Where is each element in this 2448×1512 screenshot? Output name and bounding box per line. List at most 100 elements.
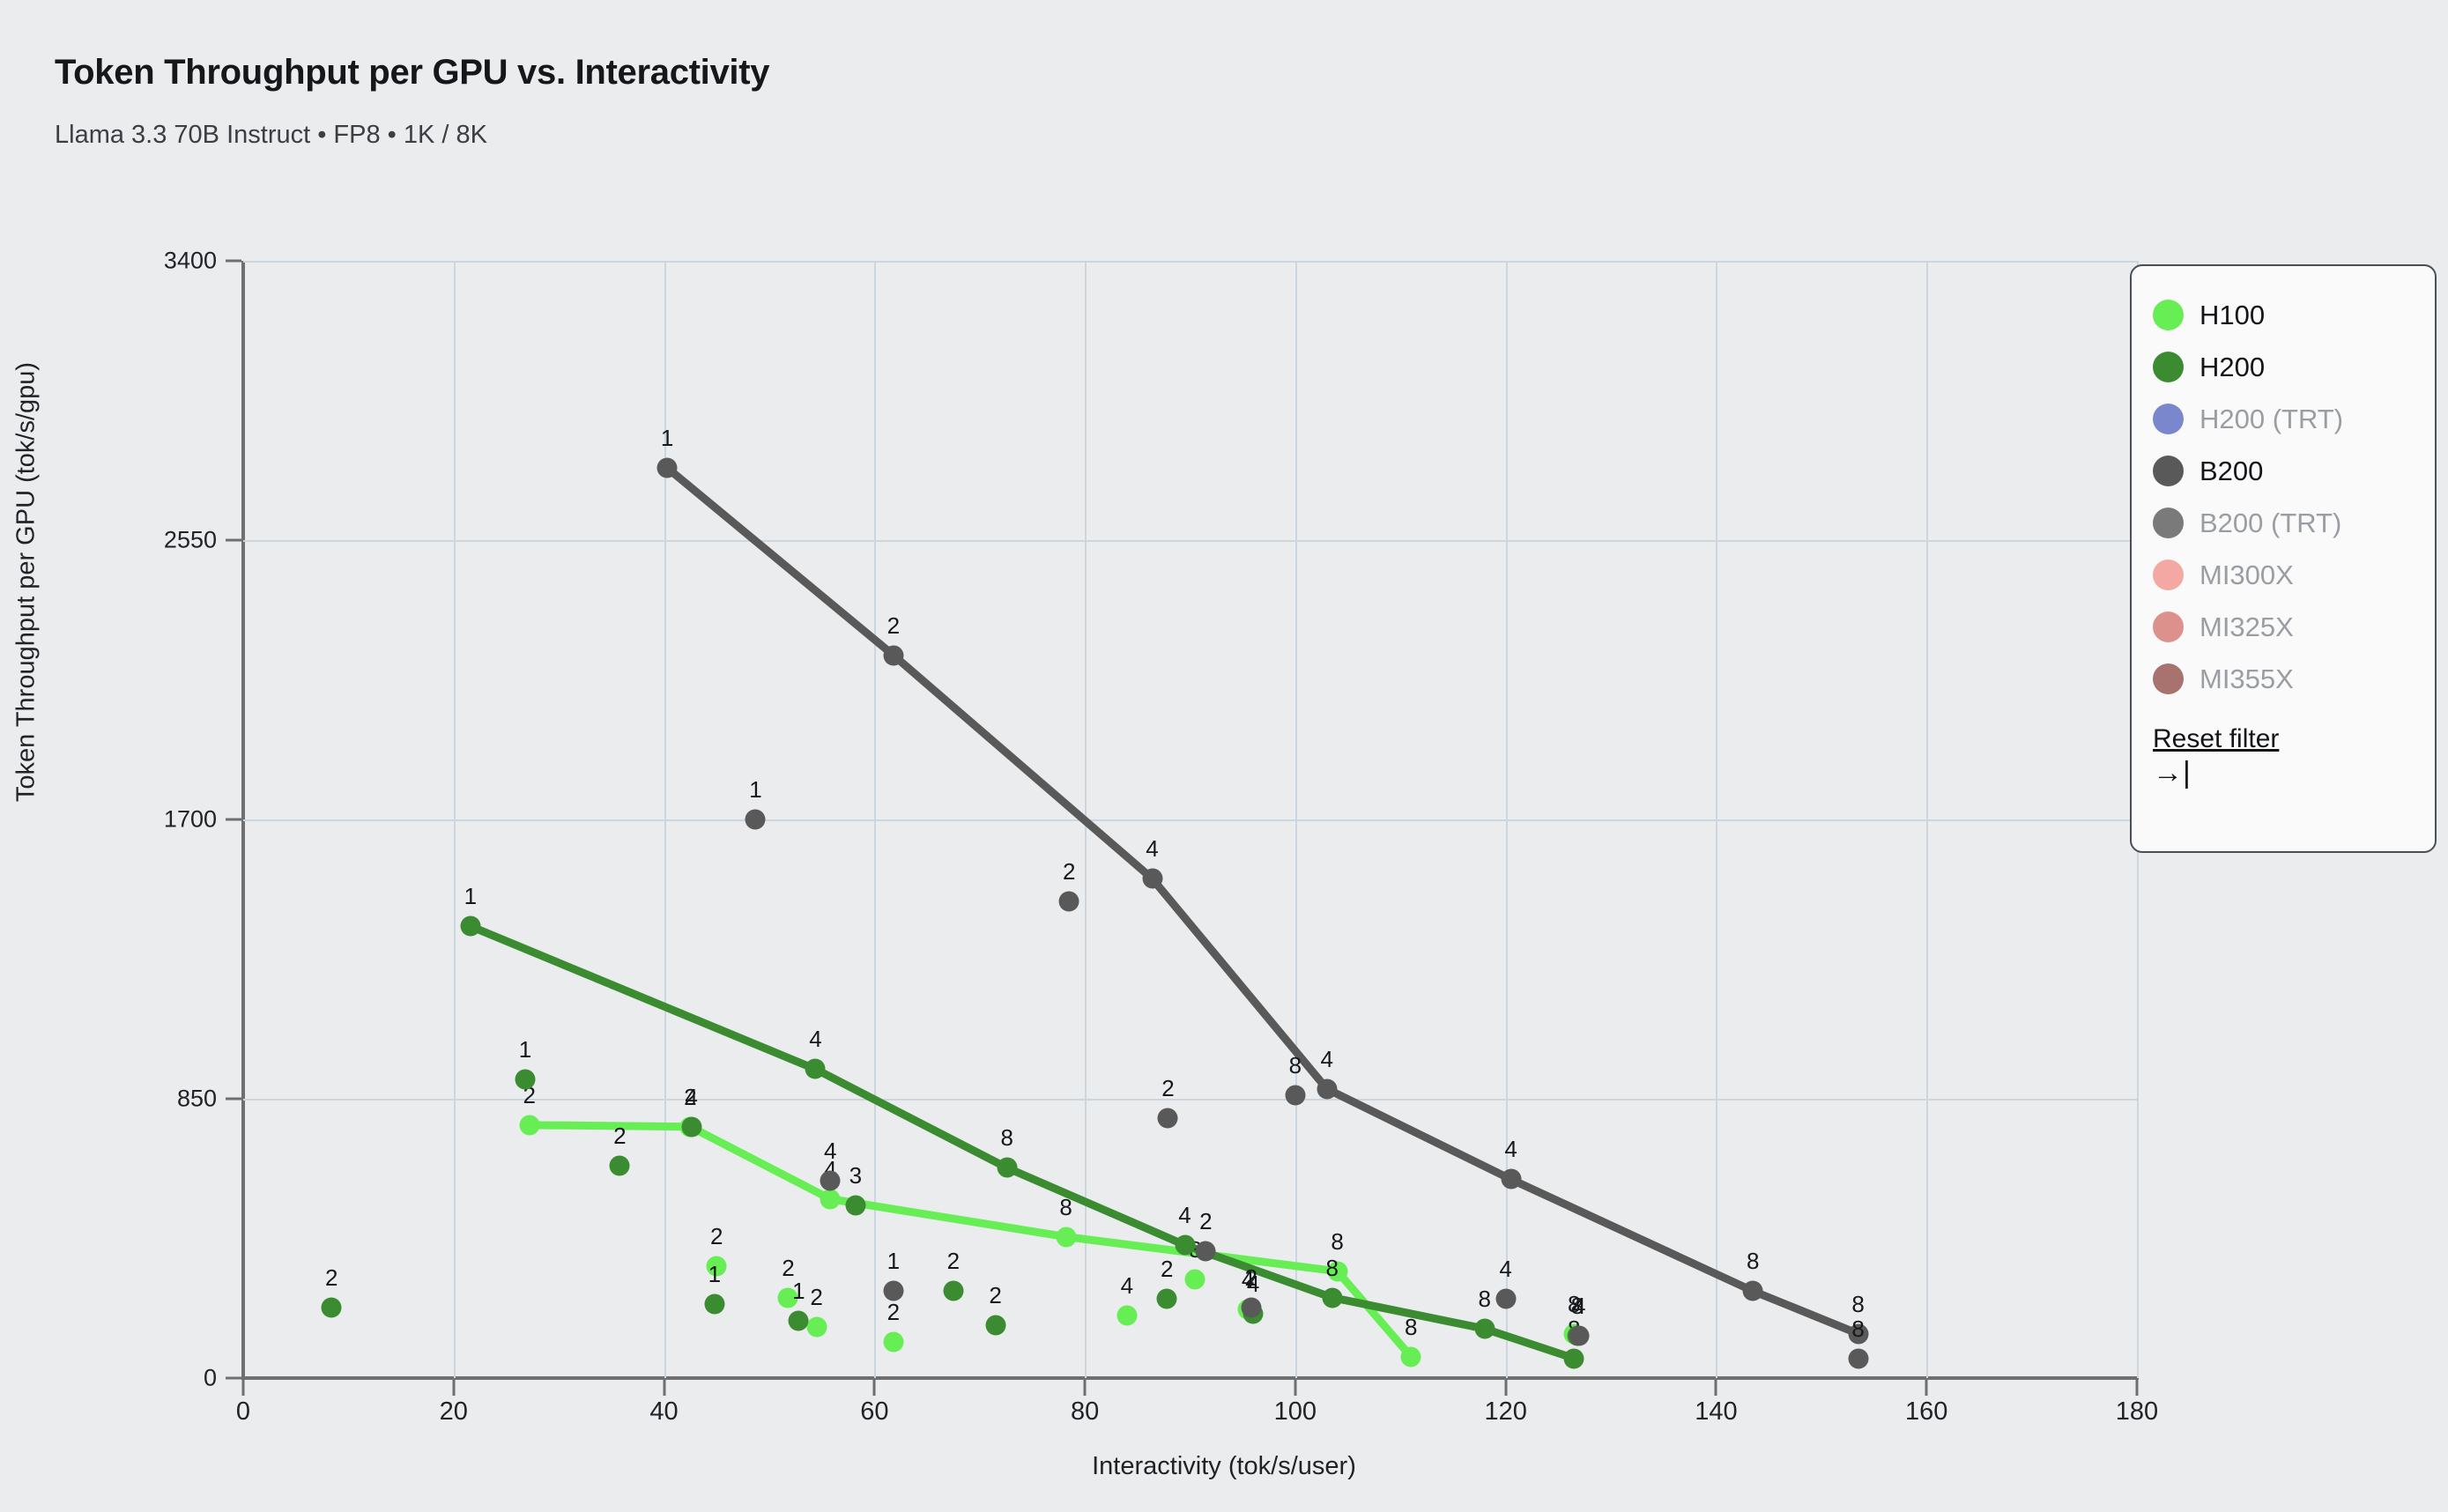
x-tick-mark xyxy=(1294,1380,1297,1396)
chart-subtitle: Llama 3.3 70B Instruct • FP8 • 1K / 8K xyxy=(55,121,487,149)
data-point-label: 2 xyxy=(1244,1264,1257,1291)
legend-item-label: MI355X xyxy=(2199,663,2294,694)
legend-item-mi300x[interactable]: MI300X xyxy=(2153,549,2414,601)
y-tick-label: 850 xyxy=(176,1085,217,1112)
x-axis-title: Interactivity (tok/s/user) xyxy=(1092,1452,1356,1480)
data-point-b200[interactable] xyxy=(1495,1288,1517,1309)
data-point-label: 8 xyxy=(1746,1248,1760,1275)
legend-item-b200[interactable]: B200 xyxy=(2153,445,2414,497)
data-point-h200[interactable] xyxy=(788,1310,809,1331)
y-tick-mark xyxy=(226,259,241,263)
data-point-b200[interactable] xyxy=(1142,868,1163,889)
data-point-h200[interactable] xyxy=(1563,1348,1584,1369)
data-point-h200[interactable] xyxy=(1322,1287,1343,1308)
data-point-label: 8 xyxy=(1059,1193,1072,1220)
data-point-h100[interactable] xyxy=(820,1189,841,1210)
legend-panel[interactable]: H100 H200 H200 (TRT) B200 B200 (TRT) MI300X MI… xyxy=(2130,264,2437,853)
data-point-h200[interactable] xyxy=(997,1157,1018,1178)
legend-swatch-icon xyxy=(2153,352,2184,382)
x-tick-label: 80 xyxy=(1070,1397,1100,1426)
legend-item-mi325x[interactable]: MI325X xyxy=(2153,601,2414,653)
plot-area: 2222242848488821124114322824488881142124… xyxy=(243,261,2139,1378)
data-point-b200[interactable] xyxy=(745,809,766,830)
data-point-label: 1 xyxy=(660,424,674,451)
data-point-h200[interactable] xyxy=(943,1280,964,1301)
data-point-label: 3 xyxy=(849,1162,863,1190)
data-point-h200[interactable] xyxy=(321,1297,342,1318)
page-title: Token Throughput per GPU vs. Interactivi… xyxy=(55,53,770,92)
data-point-label: 2 xyxy=(710,1223,723,1250)
data-point-label: 8 xyxy=(1000,1124,1013,1152)
data-point-h100[interactable] xyxy=(1116,1305,1138,1326)
data-point-h100[interactable] xyxy=(1184,1269,1205,1290)
x-tick-label: 0 xyxy=(235,1397,251,1426)
reset-filter-button[interactable]: Reset filter xyxy=(2153,724,2280,753)
data-point-h100[interactable] xyxy=(1056,1227,1077,1248)
data-point-label: 4 xyxy=(1246,1271,1260,1298)
data-point-b200[interactable] xyxy=(1195,1241,1216,1262)
data-point-h100[interactable] xyxy=(519,1115,540,1136)
legend-item-b200-trt-[interactable]: B200 (TRT) xyxy=(2153,497,2414,549)
legend-item-label: H200 (TRT) xyxy=(2199,403,2344,434)
data-point-b200[interactable] xyxy=(1742,1280,1763,1301)
data-point-h200[interactable] xyxy=(515,1069,536,1090)
data-point-b200[interactable] xyxy=(1317,1078,1338,1100)
data-point-h200[interactable] xyxy=(609,1155,630,1176)
data-point-b200[interactable] xyxy=(1569,1325,1590,1346)
data-point-b200[interactable] xyxy=(1848,1348,1869,1369)
data-point-label: 4 xyxy=(1320,1045,1333,1072)
data-point-label: 4 xyxy=(1146,835,1159,863)
arrow-to-line-icon[interactable]: →| xyxy=(2153,756,2191,789)
data-point-h100[interactable] xyxy=(806,1316,827,1338)
data-point-h100[interactable] xyxy=(1327,1261,1348,1282)
y-tick-label: 3400 xyxy=(163,247,217,274)
legend-item-h200-trt-[interactable]: H200 (TRT) xyxy=(2153,393,2414,445)
data-point-h200[interactable] xyxy=(845,1195,866,1216)
data-point-b200[interactable] xyxy=(657,457,678,478)
legend-swatch-icon xyxy=(2153,663,2184,694)
data-point-label: 8 xyxy=(1478,1286,1492,1313)
data-point-b200[interactable] xyxy=(883,645,904,666)
data-point-b200[interactable] xyxy=(1501,1168,1522,1190)
data-point-label: 2 xyxy=(1161,1075,1175,1102)
legend-item-mi355x[interactable]: MI355X xyxy=(2153,653,2414,705)
data-point-b200[interactable] xyxy=(1285,1085,1306,1106)
data-point-label: 8 xyxy=(1851,1315,1865,1342)
legend-item-h200[interactable]: H200 xyxy=(2153,341,2414,393)
x-tick-mark xyxy=(2135,1380,2139,1396)
data-point-label: 1 xyxy=(792,1277,805,1304)
data-point-h100[interactable] xyxy=(883,1331,904,1353)
legend-item-label: B200 xyxy=(2199,455,2264,486)
data-point-h200[interactable] xyxy=(704,1293,725,1315)
data-point-label: 4 xyxy=(1504,1136,1517,1163)
data-point-h100[interactable] xyxy=(777,1287,798,1308)
data-point-label: 8 xyxy=(1331,1227,1344,1255)
data-point-label: 4 xyxy=(685,1083,698,1110)
data-point-h200[interactable] xyxy=(681,1116,702,1138)
data-point-h200[interactable] xyxy=(985,1315,1006,1336)
data-point-h100[interactable] xyxy=(1400,1346,1421,1367)
data-point-h200[interactable] xyxy=(460,915,481,937)
gridline-horizontal xyxy=(243,261,2137,263)
data-point-h100[interactable] xyxy=(706,1256,727,1277)
data-point-b200[interactable] xyxy=(1241,1297,1262,1318)
data-point-h200[interactable] xyxy=(1175,1234,1196,1256)
data-point-label: 2 xyxy=(684,1083,697,1110)
legend-item-h100[interactable]: H100 xyxy=(2153,289,2414,341)
x-tick-label: 60 xyxy=(860,1397,889,1426)
legend-swatch-icon xyxy=(2153,560,2184,590)
data-point-b200[interactable] xyxy=(820,1170,841,1191)
data-point-h200[interactable] xyxy=(1156,1288,1177,1309)
legend-swatch-icon xyxy=(2153,508,2184,538)
data-point-b200[interactable] xyxy=(883,1280,904,1301)
x-tick-mark xyxy=(452,1380,456,1396)
data-point-h200[interactable] xyxy=(805,1058,826,1079)
data-point-label: 1 xyxy=(749,776,762,803)
legend-item-label: H200 xyxy=(2199,351,2266,382)
legend-item-label: MI325X xyxy=(2199,611,2294,642)
data-point-b200[interactable] xyxy=(1157,1108,1178,1129)
data-point-b200[interactable] xyxy=(1058,891,1079,912)
data-point-b200[interactable] xyxy=(1848,1323,1869,1345)
x-axis-line xyxy=(243,1376,2139,1380)
data-point-h200[interactable] xyxy=(1474,1318,1495,1339)
